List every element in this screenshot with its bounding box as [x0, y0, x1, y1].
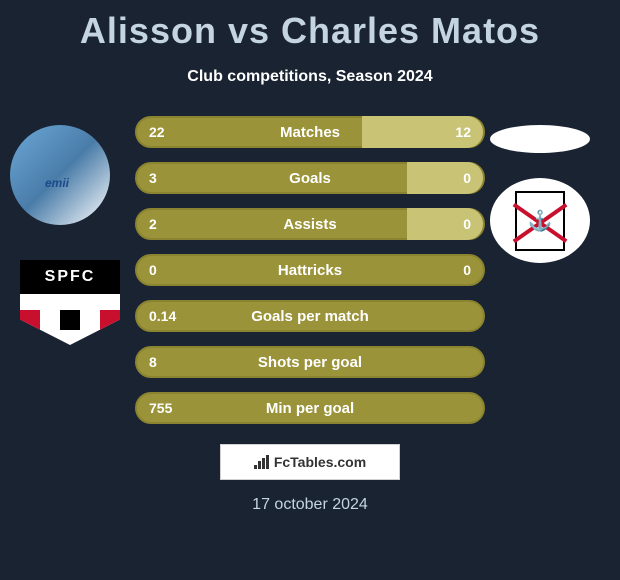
page-title: Alisson vs Charles Matos — [0, 0, 620, 52]
stat-label: Shots per goal — [137, 354, 483, 371]
stat-label: Goals per match — [137, 308, 483, 325]
anchor-icon: ⚓ — [528, 208, 553, 233]
club-left-badge: SPFC — [20, 260, 120, 345]
stat-row-min-per-goal: 755 Min per goal — [135, 392, 485, 424]
club-left-stripes — [20, 310, 120, 330]
footer-brand-badge: FcTables.com — [220, 444, 400, 480]
stat-label: Assists — [137, 216, 483, 233]
stat-right-value: 0 — [463, 170, 471, 186]
footer-date: 17 october 2024 — [0, 496, 620, 514]
stat-label: Hattricks — [137, 262, 483, 279]
player-left-avatar — [10, 125, 110, 225]
club-left-text: SPFC — [20, 260, 120, 294]
stat-row-assists: 2 Assists 0 — [135, 208, 485, 240]
club-right-badge: ⚓ — [490, 178, 590, 263]
stat-right-value: 12 — [455, 124, 471, 140]
stat-row-matches: 22 Matches 12 — [135, 116, 485, 148]
stat-row-shots-per-goal: 8 Shots per goal — [135, 346, 485, 378]
stat-right-value: 0 — [463, 262, 471, 278]
stat-row-hattricks: 0 Hattricks 0 — [135, 254, 485, 286]
stats-container: 22 Matches 12 3 Goals 0 2 Assists 0 0 Ha… — [135, 116, 485, 424]
stat-label: Matches — [137, 124, 483, 141]
player-right-avatar — [490, 125, 590, 153]
page-subtitle: Club competitions, Season 2024 — [0, 68, 620, 86]
stat-right-value: 0 — [463, 216, 471, 232]
stat-label: Min per goal — [137, 400, 483, 417]
stat-row-goals-per-match: 0.14 Goals per match — [135, 300, 485, 332]
stat-row-goals: 3 Goals 0 — [135, 162, 485, 194]
chart-icon — [254, 455, 270, 469]
footer-brand-text: FcTables.com — [274, 454, 366, 470]
stat-label: Goals — [137, 170, 483, 187]
